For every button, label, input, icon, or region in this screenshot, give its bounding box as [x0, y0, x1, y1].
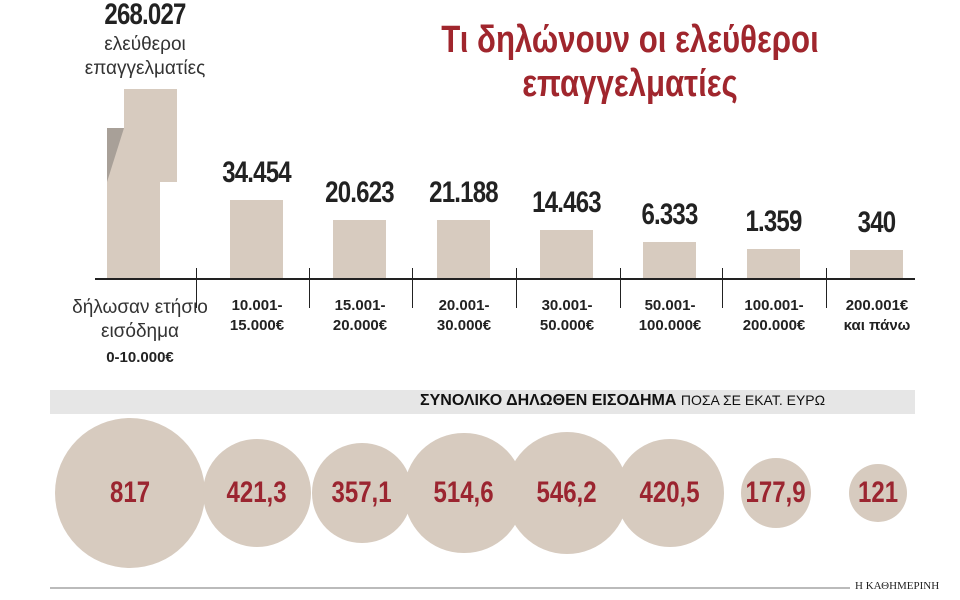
category-label-4: 30.001- 50.000€ [539, 297, 595, 334]
bar-label-6: 1.359 [745, 204, 802, 238]
income-unit: ΠΟΣΑ ΣΕ ΕΚΑΤ. ΕΥΡΩ [680, 392, 826, 408]
income-label-3: 514,6 [433, 475, 495, 509]
category-divider-5 [722, 268, 723, 308]
bar-break-shadow [107, 128, 124, 182]
bar-label-7: 340 [857, 206, 896, 240]
bar-label-5: 6.333 [641, 197, 698, 231]
income-bubble-3: 514,6 [404, 433, 524, 553]
category-divider-0 [196, 268, 197, 308]
category-label-6: 100.001- 200.000€ [742, 297, 806, 334]
first-category-prefix: δήλωσαν ετήσιο εισόδημα [72, 297, 208, 342]
income-banner-text: ΣΥΝΟΛΙΚΟ ΔΗΛΩΘΕΝ ΕΙΣΟΔΗΜΑ ΠΟΣΑ ΣΕ ΕΚΑΤ. … [420, 392, 825, 410]
bar-6 [747, 248, 800, 278]
income-label-7: 121 [857, 475, 899, 509]
income-title: ΣΥΝΟΛΙΚΟ ΔΗΛΩΘΕΝ ΕΙΣΟΔΗΜΑ [420, 392, 677, 409]
bar-3 [437, 219, 490, 278]
bar-0-break-top [124, 89, 177, 182]
income-label-4: 546,2 [536, 475, 598, 509]
bar-label-4: 14.463 [532, 185, 601, 219]
income-label-5: 420,5 [639, 475, 701, 509]
category-label-1: 10.001- 15.000€ [229, 297, 285, 334]
source-logo: Η ΚΑΘΗΜΕΡΙΝΗ [855, 580, 940, 592]
chart-title: Τι δηλώνουν οι ελεύθεροι επαγγελματίες [441, 19, 819, 105]
bar-7 [850, 250, 903, 278]
income-bubble-0: 817 [55, 418, 205, 568]
category-divider-1 [309, 268, 310, 308]
category-divider-6 [826, 268, 827, 308]
income-label-6: 177,9 [745, 475, 807, 509]
category-label-7: 200.001€ και πάνω [843, 297, 911, 334]
bar-4 [540, 229, 593, 278]
income-banner [50, 390, 915, 414]
income-label-2: 357,1 [331, 475, 393, 509]
bar-label-2: 20.623 [325, 176, 394, 210]
income-label-0: 817 [109, 476, 151, 509]
category-divider-4 [620, 268, 621, 308]
category-label-5: 50.001- 100.000€ [638, 297, 702, 334]
income-label-1: 421,3 [226, 475, 288, 509]
category-divider-2 [412, 268, 413, 308]
bar-label-1: 34.454 [222, 156, 291, 189]
category-label-0: 0-10.000€ [106, 349, 174, 366]
income-bubble-1: 421,3 [203, 439, 311, 547]
income-bubble-6: 177,9 [741, 458, 811, 528]
income-bubble-5: 420,5 [616, 439, 724, 547]
bar-label-3: 21.188 [429, 175, 498, 209]
x-axis-line [95, 278, 915, 280]
category-divider-3 [516, 268, 517, 308]
income-bubble-7: 121 [849, 464, 907, 522]
income-bubble-2: 357,1 [312, 443, 412, 543]
total-label: ελεύθεροι επαγγελματίες [84, 34, 206, 79]
income-bubble-4: 546,2 [505, 431, 629, 555]
category-label-3: 20.001- 30.000€ [436, 297, 492, 334]
footer-line [50, 587, 850, 589]
category-label-2: 15.001- 20.000€ [332, 297, 388, 334]
total-value: 268.027 [104, 0, 186, 31]
bar-2 [333, 220, 386, 278]
bar-5 [643, 241, 696, 278]
bar-1 [230, 200, 283, 278]
